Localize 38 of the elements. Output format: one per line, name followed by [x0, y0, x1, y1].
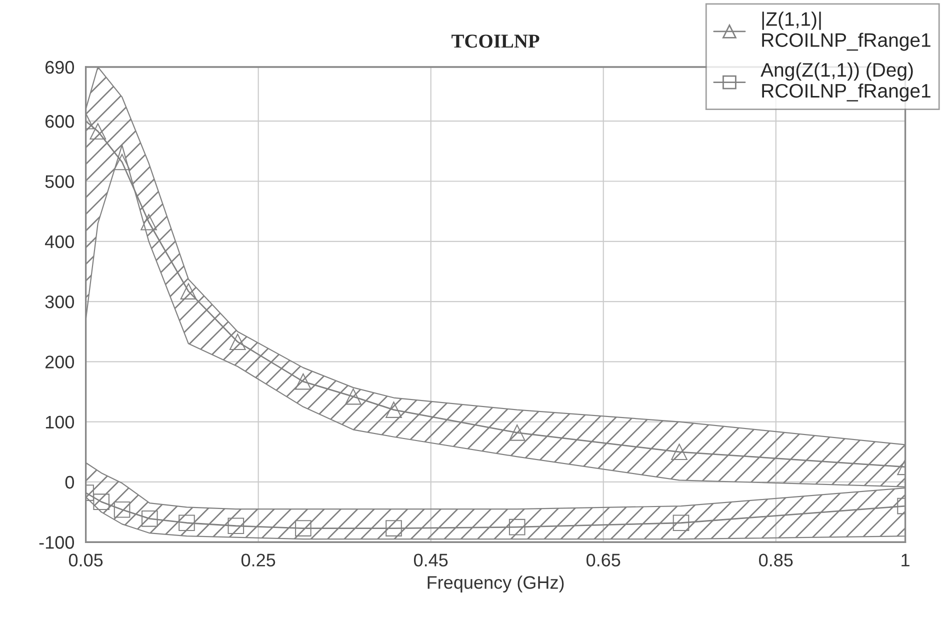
chart-title: TCOILNP: [452, 34, 540, 48]
x-tick-label: 1: [902, 554, 910, 566]
legend-label: Ang(Z(1,1)) (Deg) RCOILNP_fRange1: [760, 62, 930, 102]
y-tick-label: 200: [45, 356, 74, 368]
y-tick-label: 500: [45, 175, 74, 188]
y-tick-label: 300: [45, 295, 74, 308]
y-tick-label: -100: [39, 536, 74, 549]
y-tick-label: 0: [65, 476, 74, 489]
y-tick-label: 400: [44, 235, 74, 248]
point: [671, 444, 688, 460]
point: [229, 334, 246, 350]
x-axis-title: Frequency (GHz): [428, 576, 564, 592]
point: [295, 520, 312, 536]
point: [672, 514, 690, 532]
point: [345, 388, 362, 405]
y-tick-label: 690: [45, 60, 74, 74]
point: [295, 373, 312, 390]
point: [140, 214, 157, 230]
y-tick-label: 100: [46, 416, 74, 429]
point: [93, 494, 110, 510]
x-tick-label: 0.85: [759, 554, 793, 566]
point: [386, 402, 402, 418]
point: [141, 510, 158, 527]
y-tick-label: 600: [45, 115, 74, 128]
x-tick-label: 0.45: [414, 554, 448, 566]
point: [508, 518, 526, 536]
point: [386, 520, 402, 536]
point: [114, 501, 130, 518]
x-tick-label: 0.25: [241, 554, 276, 566]
point: [90, 123, 106, 140]
point: [178, 514, 195, 532]
point: [180, 283, 197, 300]
point: [508, 424, 526, 441]
legend-label: |Z(1,1)| RCOILNP_fRange1: [762, 12, 930, 51]
point: [228, 518, 244, 534]
point: [114, 154, 130, 170]
x-tick-label: 0.05: [68, 554, 103, 566]
x-tick-label: 0.65: [586, 554, 620, 566]
